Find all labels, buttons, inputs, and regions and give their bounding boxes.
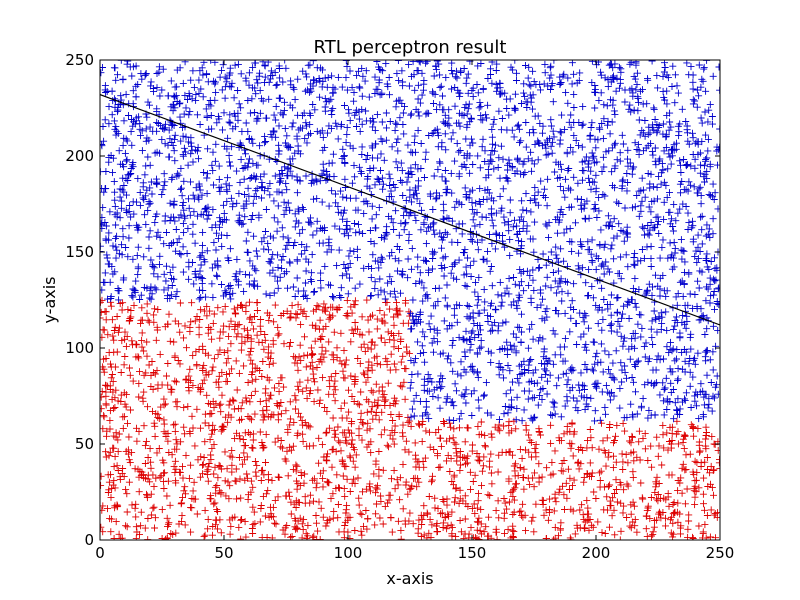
y-tick-label: 100 (65, 339, 94, 357)
y-axis-label: y-axis (40, 276, 59, 323)
x-tick-label: 200 (582, 544, 611, 562)
plot-frame (99, 59, 721, 541)
x-axis-label: x-axis (386, 569, 433, 588)
x-tick-label: 150 (458, 544, 487, 562)
positive-class-points (100, 60, 720, 425)
x-tick-label: 50 (214, 544, 233, 562)
x-tick-label: 100 (334, 544, 363, 562)
x-axis-ticks: 0 50 100 150 200 250 (95, 60, 734, 562)
chart-title: RTL perceptron result (314, 37, 507, 58)
y-tick-label: 50 (75, 435, 94, 453)
x-tick-label: 0 (95, 544, 105, 562)
decision-boundary-layer (100, 93, 720, 326)
plot-area (99, 59, 721, 541)
negative-class-points (100, 296, 720, 540)
y-tick-label: 250 (65, 51, 94, 69)
x-tick-label: 250 (706, 544, 735, 562)
data-points (100, 60, 720, 540)
y-tick-label: 150 (65, 243, 94, 261)
y-axis-ticks: 0 50 100 150 200 250 (65, 51, 720, 549)
decision-boundary-line (100, 93, 720, 326)
y-tick-label: 200 (65, 147, 94, 165)
y-tick-label: 0 (84, 531, 94, 549)
